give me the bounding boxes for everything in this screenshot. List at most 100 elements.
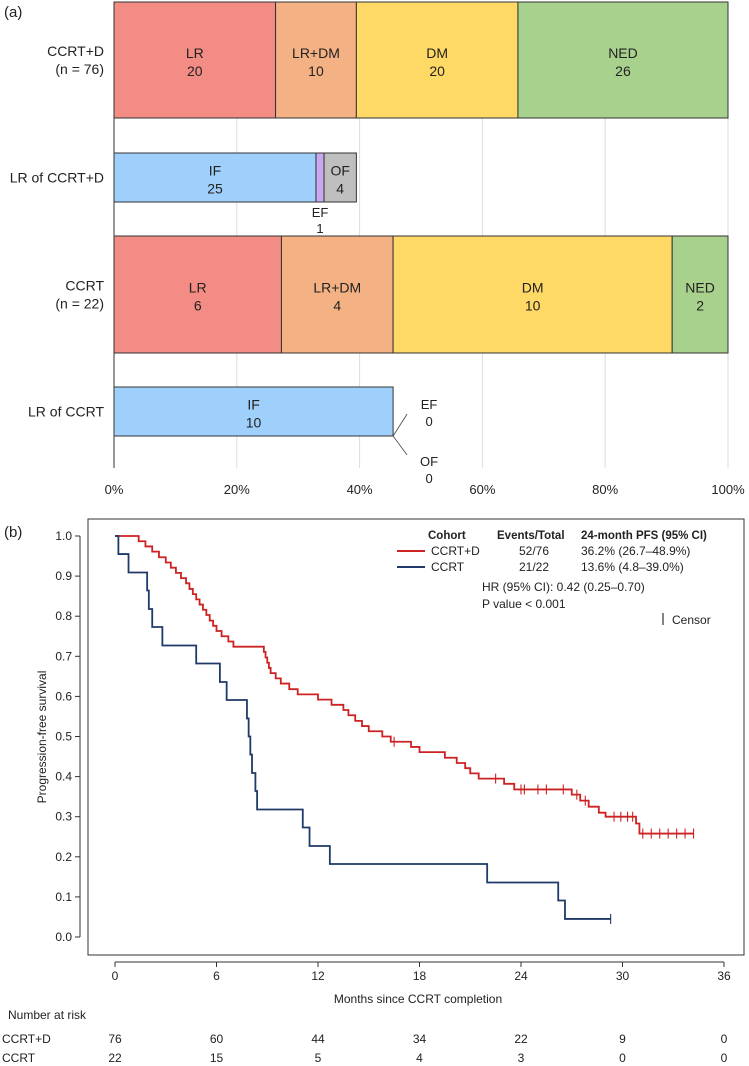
x-tick-label: 18 [413,969,427,983]
segment-value-label: 20 [187,63,203,79]
x-tick-label: 30 [616,969,630,983]
x-tick-label: 0% [105,482,124,497]
y-tick-label: 0.2 [55,850,72,864]
legend-pfs-ccrt: 13.6% (4.8–39.0%) [581,560,684,574]
bar-segment-dm [392,235,673,354]
risk-value: 4 [416,1051,423,1065]
censor-legend-label: Censor [672,613,711,627]
callout-line [392,413,408,437]
segment-name-label: OF [330,163,349,179]
legend-events-ccrt: 21/22 [519,560,549,574]
x-tick-label: 40% [347,482,373,497]
risk-value: 3 [518,1051,525,1065]
segment-name-label: LR [189,280,207,296]
risk-value: 0 [721,1032,728,1046]
y-tick-label: 0.7 [55,649,72,663]
legend-header-events: Events/Total [497,530,565,542]
legend-name-ccrt: CCRT [431,560,465,574]
x-tick-label: 100% [711,482,745,497]
panel-b-axes: 0.0 0.1 0.2 0.3 0.4 0.5 0.6 0.7 0.8 0.9 1.0 0 6 12 18 2… [55,529,731,983]
segment-value-label: 10 [525,298,541,314]
x-tick-label: 36 [717,969,731,983]
panel-b-label: (b) [4,524,22,541]
segment-name-label: NED [685,280,715,296]
bar-segment-ned [517,1,729,119]
x-tick-label: 60% [469,482,495,497]
row-label: CCRT [65,278,104,294]
zero-segment-value: 0 [425,414,432,429]
risk-value: 22 [108,1051,122,1065]
risk-value: 5 [315,1051,322,1065]
segment-name-label: LR [186,45,204,61]
bar-segment-lr [113,1,277,119]
p-value-text: P value < 0.001 [482,597,566,611]
segment-value-label: 2 [696,298,704,314]
segment-value-label: 20 [429,63,445,79]
y-tick-label: 0.8 [55,609,72,623]
panel-a-label: (a) [4,4,22,21]
y-tick-label: 1.0 [55,529,72,543]
bar-segment-dm [355,1,519,119]
bar-segment-lr-dm [280,235,394,354]
segment-value-label: 4 [336,181,344,197]
bar-row-1: LR of CCRT+D IF 25 EF1 OF 4 [10,152,357,236]
legend-header-pfs: 24-month PFS (95% CI) [581,530,707,542]
segment-name-label: EF [312,205,329,220]
segment-value-label: 26 [615,63,631,79]
x-tick-label: 0 [112,969,119,983]
segment-name-label: DM [426,45,448,61]
panel-a-x-ticks: 0% 20% 40% 60% 80% 100% [105,482,745,497]
y-tick-label: 0.3 [55,810,72,824]
risk-value: 22 [514,1032,528,1046]
risk-value: 9 [619,1032,626,1046]
x-tick-label: 20% [224,482,250,497]
zero-segment-value: 0 [425,471,432,486]
risk-value: 15 [210,1051,224,1065]
bar-segment-lr [113,235,282,354]
bar-segment-if [113,386,394,437]
y-tick-label: 0.6 [55,689,72,703]
segment-name-label: IF [209,163,221,179]
legend-pfs-ccrt-d: 36.2% (26.7–48.9%) [581,544,690,558]
km-curve-ccrt-d [115,535,694,835]
bar-row-2: CCRT (n = 22) LR 6 LR+DM 4 DM 10 NED 2 [55,235,729,354]
row-label: LR of CCRT [28,404,104,420]
x-tick-label: 24 [514,969,528,983]
segment-value-label: 6 [194,298,202,314]
row-label: (n = 22) [55,296,104,312]
legend-events-ccrt-d: 52/76 [519,544,549,558]
legend: Cohort Events/Total 24-month PFS (95% CI… [397,530,711,627]
row-label: LR of CCRT+D [10,170,104,186]
segment-value-label: 1 [316,221,323,236]
hazard-ratio-text: HR (95% CI): 0.42 (0.25–0.70) [482,580,645,594]
row-label: (n = 76) [55,61,104,77]
y-tick-label: 0.1 [55,890,72,904]
plot-frame [87,518,745,956]
km-curves [115,535,695,924]
risk-row-label: CCRT+D [2,1032,51,1046]
bar-row-0: CCRT+D (n = 76) LR 20 LR+DM 10 DM 20 NED 26 [47,1,729,119]
segment-value-label: 10 [246,415,262,431]
x-tick-label: 6 [213,969,220,983]
bar-row-3: LR of CCRT IF 10 EF 0 OF 0 [28,386,438,486]
y-tick-label: 0.4 [55,770,72,784]
zero-segment-name: OF [420,454,438,469]
bar-segment-lr-dm [275,1,357,119]
bar-segment-of [323,152,357,203]
risk-value: 76 [108,1032,122,1046]
segment-value-label: 25 [207,181,223,197]
bar-segment-ef [315,152,325,203]
bar-segment-ned [671,235,729,354]
x-tick-label: 80% [592,482,618,497]
segment-name-label: DM [522,280,544,296]
segment-value-label: 10 [308,63,324,79]
risk-row-label: CCRT [2,1051,36,1065]
callout-line [392,435,408,456]
risk-table: CCRT+D 76 60 44 34 22 9 0 CCRT 22 15 5 4 3 0 0 [2,1032,728,1065]
x-tick-label: 12 [311,969,325,983]
panel-a-stacked-bar-chart: (a) CCRT+D(n = 76)LR20LR+DM10DM20NED26LR… [4,1,745,497]
risk-value: 0 [721,1051,728,1065]
y-tick-label: 0.9 [55,569,72,583]
